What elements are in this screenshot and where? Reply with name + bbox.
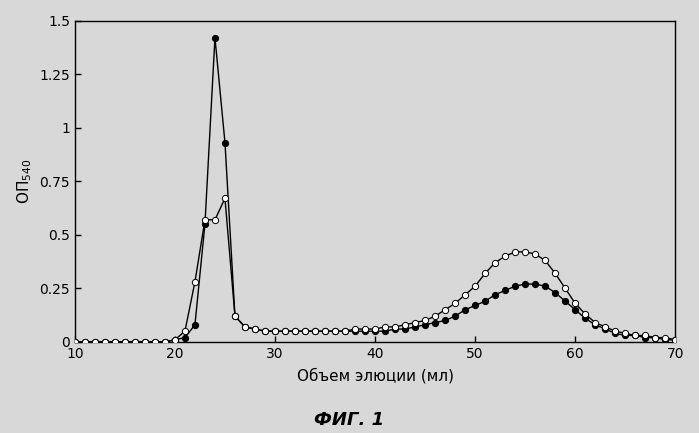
- Y-axis label: ОП$_{\mathregular{540}}$: ОП$_{\mathregular{540}}$: [15, 158, 34, 204]
- X-axis label: Объем элюции (мл): Объем элюции (мл): [296, 368, 454, 383]
- Text: ФИГ. 1: ФИГ. 1: [315, 410, 384, 429]
